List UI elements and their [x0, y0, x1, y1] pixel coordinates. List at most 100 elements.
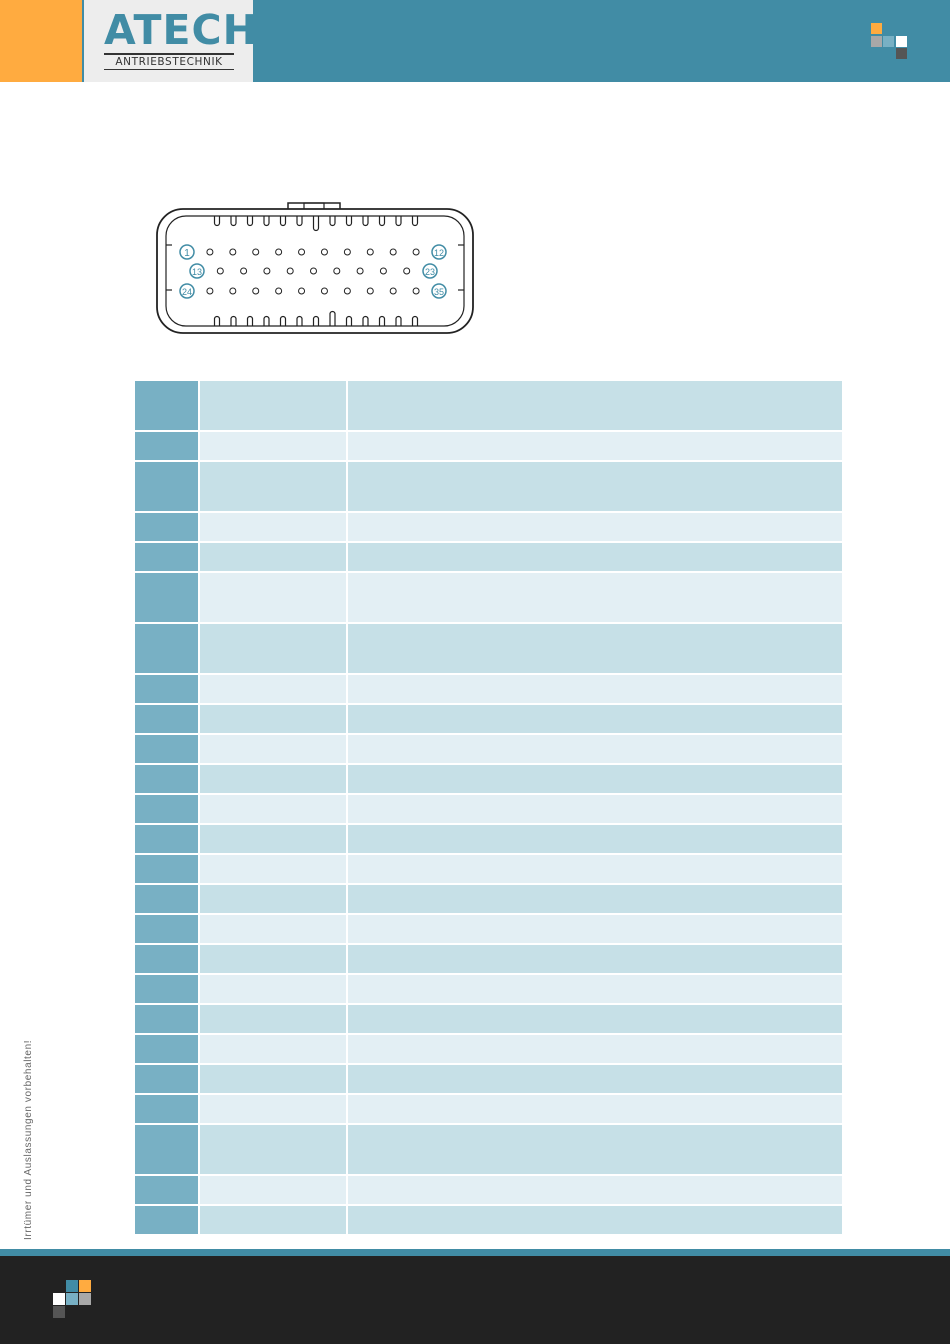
- pin-hole: [389, 287, 397, 295]
- pin-hole: [320, 287, 328, 295]
- pin-hole: [275, 287, 283, 295]
- pin-label-23: 23: [422, 263, 438, 279]
- description-cell: [348, 573, 842, 622]
- signal-cell: [200, 735, 346, 763]
- signal-cell: [200, 432, 346, 460]
- description-cell: [348, 432, 842, 460]
- description-cell: [348, 675, 842, 703]
- description-cell: [348, 1035, 842, 1063]
- housing-notch: [395, 315, 402, 326]
- logo-wordmark: ATECH: [104, 6, 258, 54]
- table-row: [135, 885, 842, 913]
- description-cell: [348, 795, 842, 823]
- pin-hole: [286, 267, 294, 275]
- table-row: [135, 765, 842, 793]
- description-cell: [348, 915, 842, 943]
- pin-label-23-text: 23: [425, 267, 435, 277]
- housing-notch: [395, 216, 402, 227]
- signal-cell: [200, 1125, 346, 1174]
- table-row: [135, 1065, 842, 1093]
- pin-hole: [216, 267, 224, 275]
- pin-label-13-text: 13: [192, 267, 202, 277]
- table-row: [135, 705, 842, 733]
- pin-cell: [135, 915, 198, 943]
- description-cell: [348, 975, 842, 1003]
- pin-cell: [135, 432, 198, 460]
- pin-hole: [366, 248, 374, 256]
- table-row: [135, 381, 842, 430]
- description-cell: [348, 381, 842, 430]
- pin-hole: [403, 267, 411, 275]
- housing-notch: [246, 216, 254, 227]
- table-row: [135, 573, 842, 622]
- pin-hole: [252, 248, 260, 256]
- housing-notch: [263, 315, 270, 326]
- pin-cell: [135, 735, 198, 763]
- pin-cell: [135, 945, 198, 973]
- table-row: [135, 795, 842, 823]
- pin-cell: [135, 624, 198, 673]
- pin-cell: [135, 543, 198, 571]
- table-row: [135, 1125, 842, 1174]
- pin-hole: [263, 267, 271, 275]
- pin-cell: [135, 513, 198, 541]
- table-row: [135, 1035, 842, 1063]
- description-cell: [348, 1125, 842, 1174]
- pin-hole: [275, 248, 283, 256]
- pin-label-24: 24: [179, 283, 195, 299]
- table-row: [135, 1206, 842, 1234]
- description-cell: [348, 513, 842, 541]
- housing-notch: [411, 216, 419, 227]
- description-cell: [348, 855, 842, 883]
- pin-hole: [412, 287, 420, 295]
- pin-hole: [356, 267, 364, 275]
- pin-cell: [135, 573, 198, 622]
- pin-cell: [135, 795, 198, 823]
- signal-cell: [200, 795, 346, 823]
- pin-label-24-text: 24: [182, 287, 192, 297]
- pin-hole: [206, 248, 214, 256]
- housing-notch: [378, 315, 386, 326]
- logo-rule: [104, 53, 234, 55]
- signal-cell: [200, 825, 346, 853]
- housing-notch: [213, 216, 221, 227]
- table-row: [135, 1176, 842, 1204]
- pin-cell: [135, 1035, 198, 1063]
- description-cell: [348, 885, 842, 913]
- housing-notch: [279, 315, 287, 326]
- pin-hole: [333, 267, 341, 275]
- pin-hole: [206, 287, 214, 295]
- signal-cell: [200, 1206, 346, 1234]
- pin-label-1: 1: [179, 244, 195, 260]
- signal-cell: [200, 1005, 346, 1033]
- pin-cell: [135, 1065, 198, 1093]
- table-row: [135, 624, 842, 673]
- signal-cell: [200, 885, 346, 913]
- signal-cell: [200, 675, 346, 703]
- pin-hole: [389, 248, 397, 256]
- table-row: [135, 543, 842, 571]
- description-cell: [348, 765, 842, 793]
- pin-cell: [135, 1176, 198, 1204]
- table-row: [135, 513, 842, 541]
- pin-hole: [379, 267, 387, 275]
- pin-assignment-table: [135, 381, 842, 1236]
- disclaimer-note: Irrtümer und Auslassungen vorbehalten!: [23, 1039, 34, 1240]
- pin-cell: [135, 855, 198, 883]
- signal-cell: [200, 543, 346, 571]
- housing-notch: [411, 315, 419, 326]
- pin-label-12-text: 12: [434, 248, 444, 258]
- pin-cell: [135, 885, 198, 913]
- housing-notch: [296, 315, 303, 326]
- description-cell: [348, 735, 842, 763]
- housing-notch: [279, 216, 287, 227]
- header-accent-block: [0, 0, 82, 82]
- logo-rule-bottom: [104, 69, 234, 70]
- pin-label-12: 12: [431, 244, 447, 260]
- housing-notch: [213, 315, 221, 326]
- pin-hole: [252, 287, 260, 295]
- housing-notch: [312, 315, 320, 326]
- pin-cell: [135, 381, 198, 430]
- signal-cell: [200, 624, 346, 673]
- housing-notch: [263, 216, 270, 227]
